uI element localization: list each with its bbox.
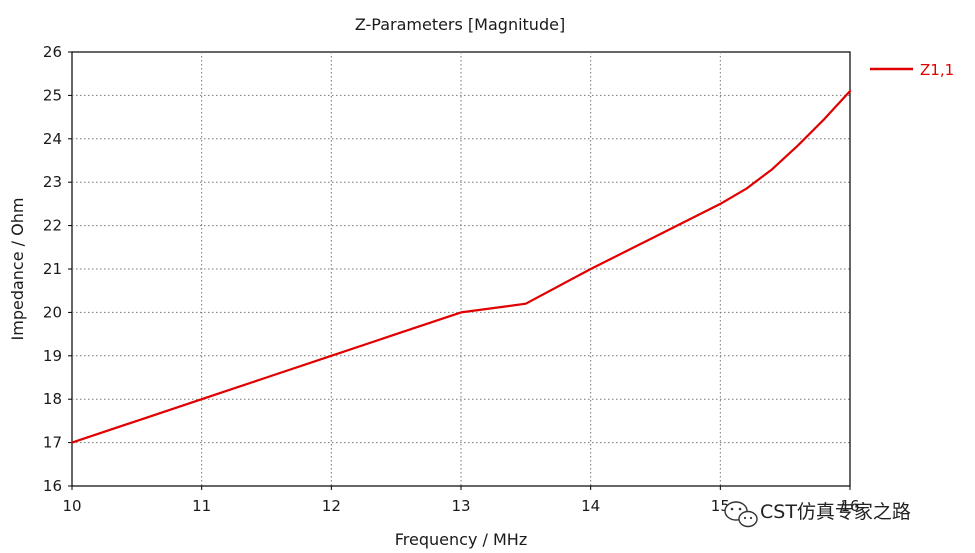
x-tick-label: 10 xyxy=(62,497,81,515)
series-lines xyxy=(70,89,852,444)
y-axis-ticks: 16 17 18 19 20 21 22 23 24 25 26 xyxy=(43,43,72,495)
legend-label-z11: Z1,1 xyxy=(920,61,954,79)
y-tick-label: 24 xyxy=(43,130,62,148)
x-axis-label: Frequency / MHz xyxy=(395,530,527,549)
x-tick-label: 14 xyxy=(581,497,600,515)
y-tick-label: 19 xyxy=(43,347,62,365)
y-tick-label: 21 xyxy=(43,260,62,278)
y-tick-label: 23 xyxy=(43,173,62,191)
y-tick-label: 18 xyxy=(43,390,62,408)
x-axis-ticks: 10 11 12 13 14 15 16 xyxy=(62,486,860,515)
y-tick-label: 16 xyxy=(43,477,62,495)
y-tick-label: 22 xyxy=(43,217,62,235)
y-tick-label: 20 xyxy=(43,303,62,321)
y-tick-label: 26 xyxy=(43,43,62,61)
watermark-text: CST仿真专家之路 xyxy=(760,501,911,523)
y-tick-label: 17 xyxy=(43,434,62,452)
x-tick-label: 11 xyxy=(192,497,211,515)
chart-title: Z-Parameters [Magnitude] xyxy=(355,15,565,34)
y-tick-label: 25 xyxy=(43,86,62,104)
x-tick-label: 13 xyxy=(451,497,470,515)
series-line-z11 xyxy=(70,89,852,444)
y-axis-label: Impedance / Ohm xyxy=(8,198,27,341)
grid-lines xyxy=(72,52,850,486)
x-tick-label: 16 xyxy=(840,497,859,515)
wechat-icon xyxy=(724,501,758,528)
x-tick-label: 12 xyxy=(322,497,341,515)
watermark: CST仿真专家之路 xyxy=(724,501,911,528)
legend: Z1,1 xyxy=(870,61,954,79)
